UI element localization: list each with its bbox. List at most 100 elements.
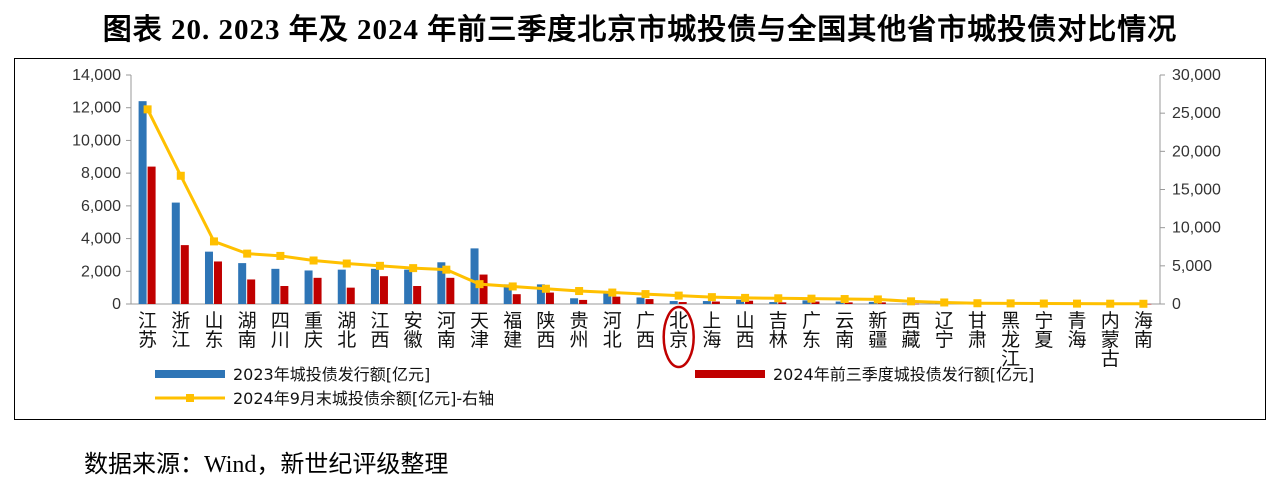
left-tick-label: 2,000: [81, 263, 121, 280]
balance-marker-湖北: [342, 259, 351, 268]
bar-2023-贵州: [570, 298, 579, 304]
balance-marker-江西: [375, 261, 384, 270]
balance-marker-山西: [741, 293, 750, 302]
balance-marker-辽宁: [940, 298, 949, 307]
balance-marker-吉林: [774, 294, 783, 303]
category-label-陕西: 陕西: [536, 310, 555, 351]
left-tick-label: 8,000: [81, 165, 121, 182]
category-label-广西: 广西: [636, 310, 655, 351]
legend-label-1: 2024年前三季度城投债发行额[亿元]: [773, 365, 1034, 384]
balance-line: [146, 108, 1144, 306]
bar-2023-广西: [636, 297, 645, 304]
balance-marker-广西: [641, 290, 650, 299]
bar-2023-四川: [271, 268, 280, 304]
category-label-四川: 四川: [271, 310, 290, 351]
category-label-新疆: 新疆: [868, 310, 887, 351]
balance-marker-河南: [442, 265, 451, 274]
legend-label-2: 2024年9月末城投债余额[亿元]-右轴: [233, 389, 494, 408]
balance-marker-福建: [508, 282, 517, 291]
category-label-福建: 福建: [503, 310, 522, 351]
bar-2023-江苏: [138, 101, 147, 304]
chart-frame: 0 2,000 4,000 6,000 8,000 10,000 12,000 14,000 0…: [14, 58, 1266, 420]
balance-marker-西藏: [907, 297, 916, 306]
category-label-云南: 云南: [835, 310, 854, 351]
bar-2024q3-山西: [745, 300, 754, 304]
right-tick-label: 0: [1172, 296, 1181, 313]
bar-2023-重庆: [304, 270, 313, 304]
category-label-浙江: 浙江: [171, 310, 190, 351]
bar-2023-湖南: [238, 263, 247, 304]
balance-marker-天津: [475, 280, 484, 289]
category-label-广东: 广东: [802, 310, 821, 351]
bar-2024q3-云南: [844, 302, 853, 304]
category-label-山西: 山西: [736, 310, 755, 351]
category-label-江西: 江西: [370, 310, 389, 351]
bar-2023-广东: [802, 300, 811, 304]
category-label-江苏: 江苏: [138, 310, 157, 351]
bar-2024q3-湖北: [346, 287, 355, 304]
legend-label-0: 2023年城投债发行额[亿元]: [233, 365, 430, 384]
legend-swatch-1: [695, 370, 765, 378]
bar-2024q3-北京: [678, 302, 687, 304]
balance-marker-上海: [707, 293, 716, 302]
bar-2023-云南: [835, 301, 844, 304]
left-tick-label: 0: [112, 296, 121, 313]
page-title: 图表 20. 2023 年及 2024 年前三季度北京市城投债与全国其他省市城投…: [102, 14, 1178, 46]
bar-2024q3-广西: [645, 299, 654, 304]
bar-2024q3-福建: [512, 294, 521, 304]
balance-marker-河北: [608, 288, 617, 297]
bar-2024q3-江西: [379, 276, 388, 304]
left-tick-label: 4,000: [81, 231, 121, 248]
bar-2023-西藏: [902, 303, 911, 305]
balance-marker-宁夏: [1039, 299, 1048, 308]
bar-2024q3-贵州: [579, 299, 588, 304]
bar-2023-河南: [437, 262, 446, 304]
bar-2024q3-安徽: [413, 286, 422, 304]
bar-2024q3-重庆: [313, 277, 322, 304]
right-tick-label: 10,000: [1172, 220, 1221, 237]
bar-2024q3-河北: [612, 296, 621, 304]
balance-marker-山东: [209, 237, 218, 246]
bar-2023-吉林: [769, 302, 778, 304]
balance-marker-重庆: [309, 256, 318, 265]
balance-marker-新疆: [873, 295, 882, 304]
category-label-北京: 北京: [669, 310, 688, 351]
bar-2023-山东: [204, 251, 213, 304]
category-label-天津: 天津: [470, 310, 489, 351]
bar-2023-浙江: [171, 202, 180, 304]
right-tick-label: 25,000: [1172, 105, 1221, 122]
balance-marker-陕西: [541, 284, 550, 293]
balance-marker-湖南: [243, 249, 252, 258]
balance-marker-浙江: [176, 171, 185, 180]
bar-2023-上海: [702, 301, 711, 304]
bar-2023-天津: [470, 248, 479, 304]
balance-marker-青海: [1073, 299, 1082, 308]
balance-marker-贵州: [575, 287, 584, 296]
highlight-ellipse-beijing: [662, 305, 695, 369]
category-label-山东: 山东: [204, 310, 223, 351]
right-tick-label: 5,000: [1172, 258, 1212, 275]
bar-2024q3-吉林: [778, 302, 787, 304]
bar-2024q3-浙江: [180, 245, 189, 304]
balance-marker-广东: [807, 294, 816, 303]
balance-marker-黑龙江: [1006, 299, 1015, 308]
bar-2024q3-上海: [711, 301, 720, 304]
category-label-吉林: 吉林: [769, 310, 788, 351]
category-label-贵州: 贵州: [570, 310, 589, 351]
balance-marker-四川: [276, 251, 285, 260]
bar-2023-安徽: [404, 269, 413, 304]
bar-2024q3-江苏: [147, 166, 156, 304]
category-label-青海: 青海: [1068, 310, 1087, 351]
category-label-河南: 河南: [437, 310, 456, 351]
bar-2023-福建: [503, 284, 512, 304]
bar-2023-山西: [736, 299, 745, 304]
bar-2024q3-河南: [446, 277, 455, 304]
bar-2023-陕西: [536, 284, 545, 304]
category-label-安徽: 安徽: [404, 310, 423, 351]
category-label-甘肃: 甘肃: [968, 310, 987, 351]
left-tick-label: 12,000: [72, 100, 121, 117]
bar-2023-湖北: [337, 269, 346, 304]
bar-2023-新疆: [868, 301, 877, 304]
balance-marker-安徽: [409, 264, 418, 273]
right-tick-label: 15,000: [1172, 182, 1221, 199]
